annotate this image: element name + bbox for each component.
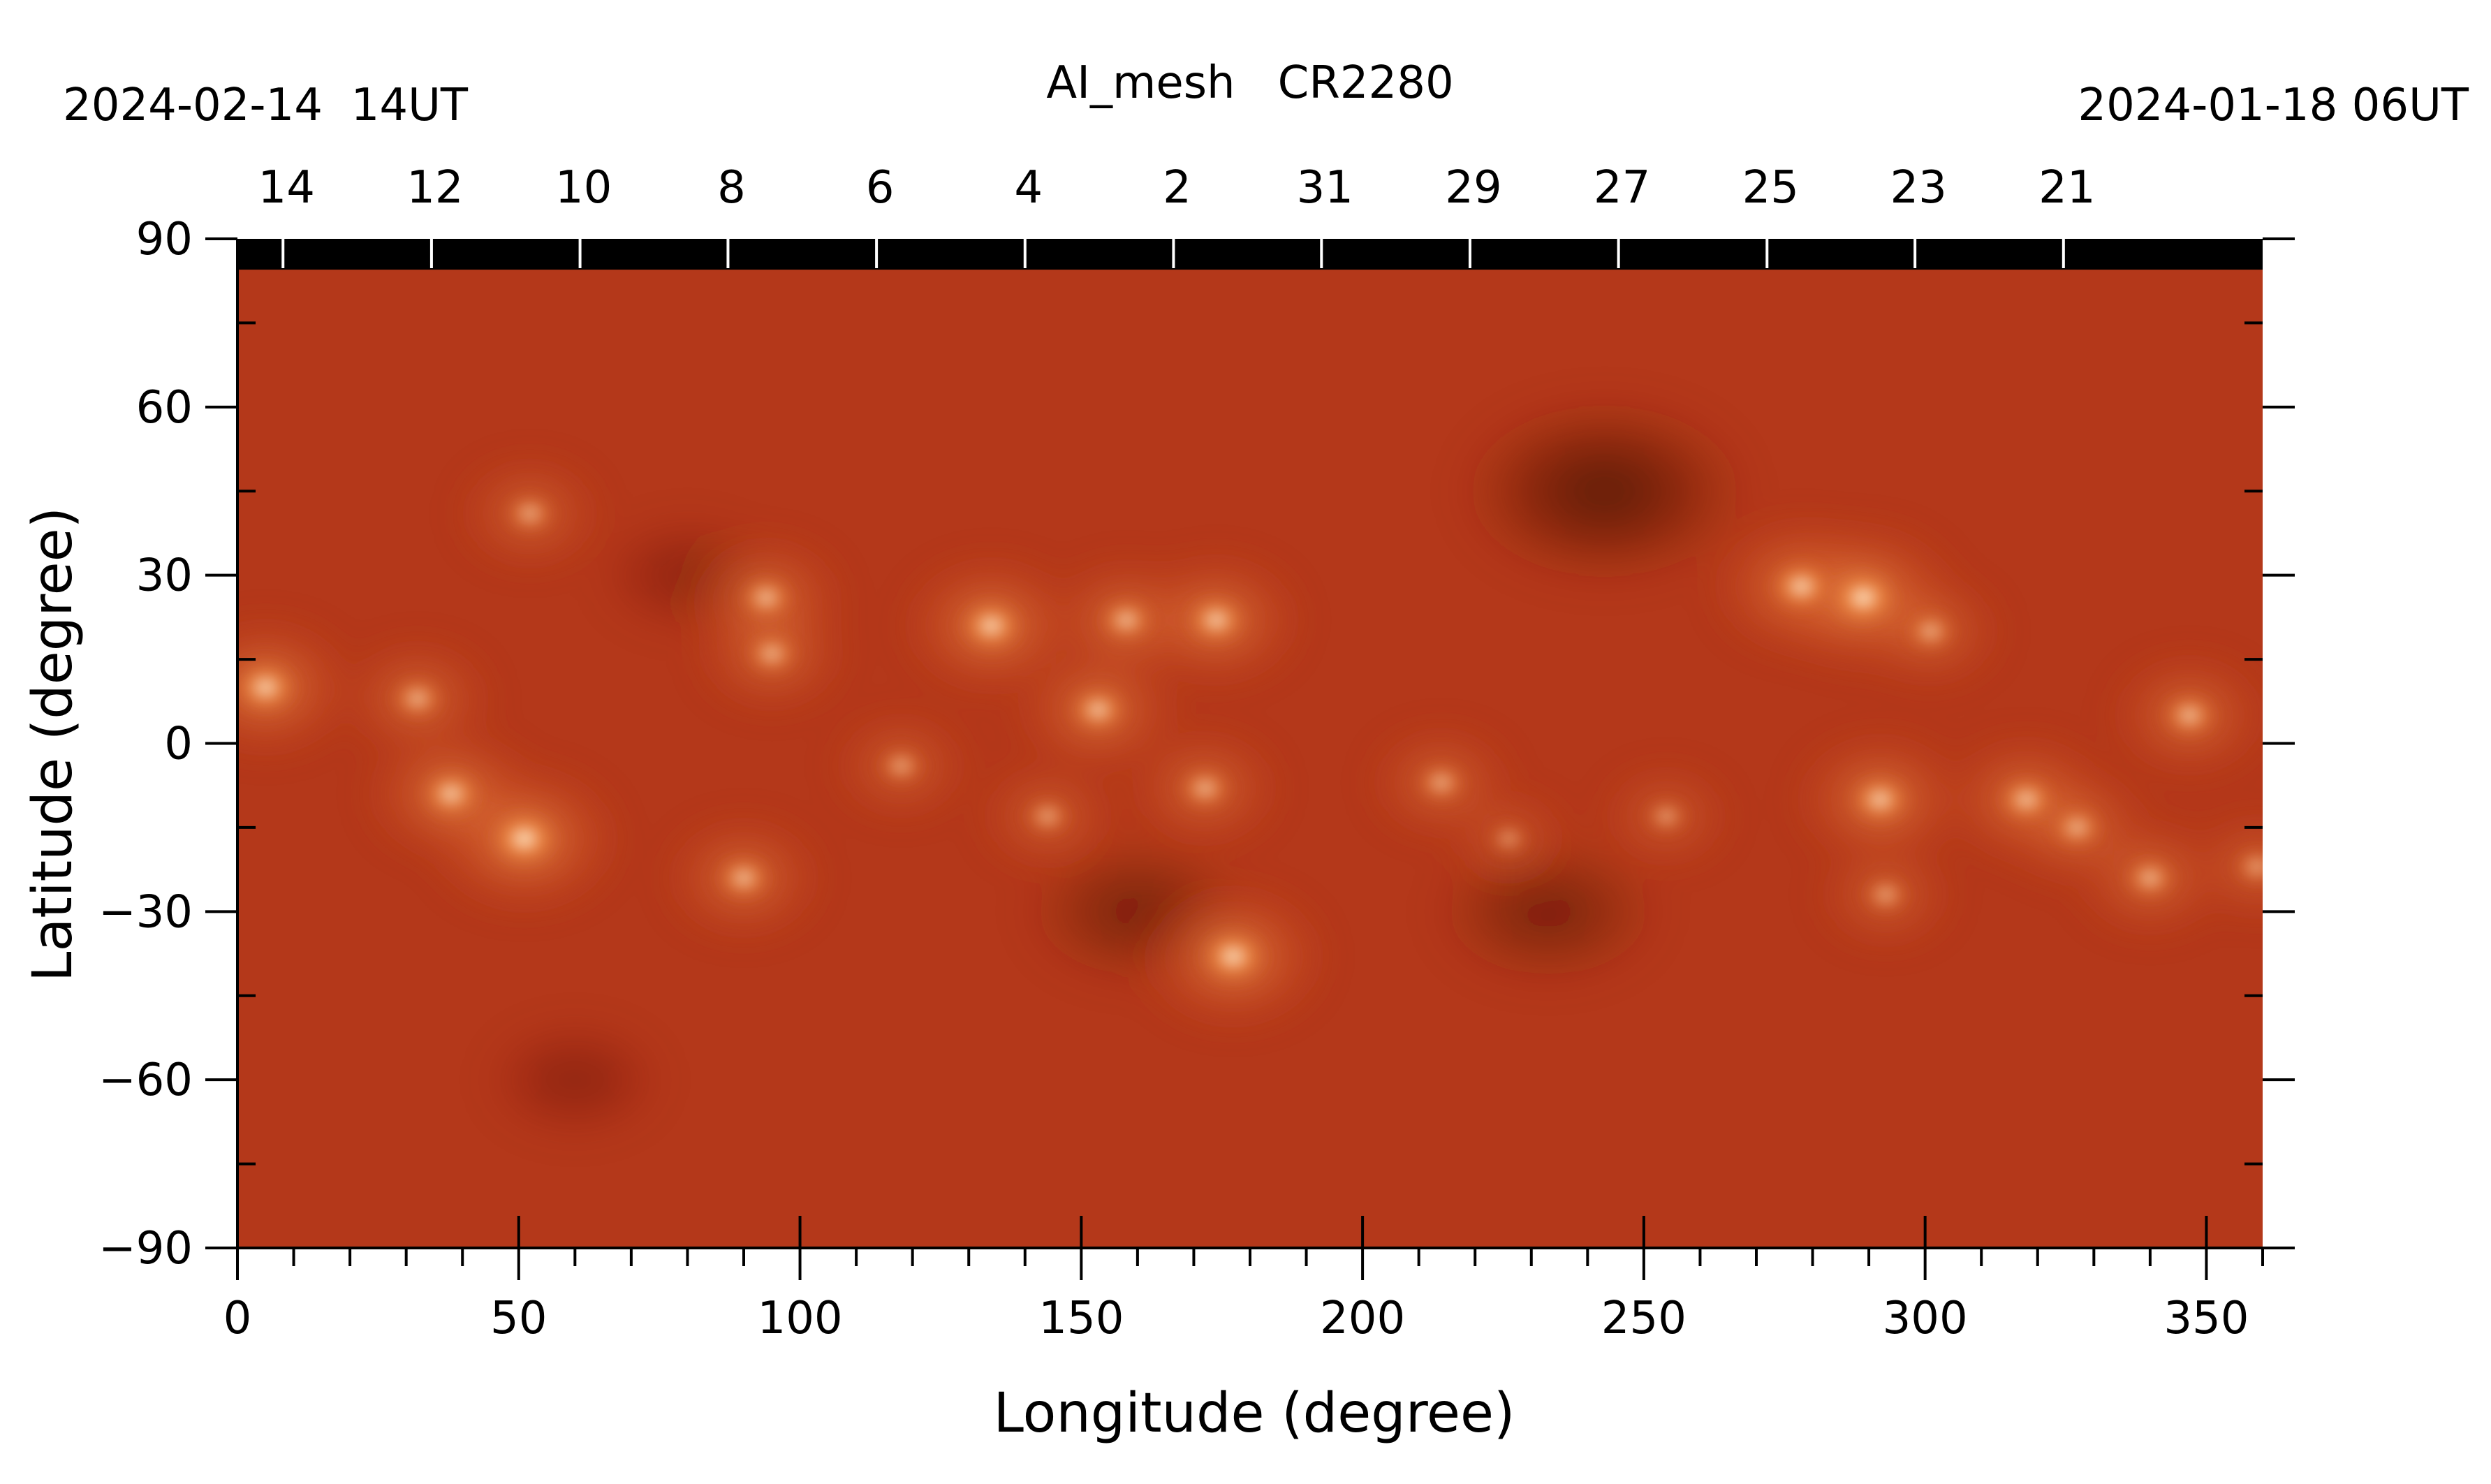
x-tick-label: 250 bbox=[1601, 1293, 1687, 1344]
x-tick-label: 300 bbox=[1883, 1293, 1968, 1344]
top-date-label: 8 bbox=[717, 162, 746, 214]
active-region bbox=[1997, 776, 2056, 823]
active-region bbox=[2050, 806, 2104, 849]
active-region bbox=[1487, 821, 1530, 856]
x-tick-label: 50 bbox=[490, 1293, 547, 1344]
active-region bbox=[2161, 693, 2218, 738]
active-region bbox=[1769, 560, 1834, 612]
y-tick-label: −90 bbox=[98, 1223, 193, 1274]
active-region bbox=[420, 769, 483, 819]
active-region bbox=[1905, 611, 1956, 652]
x-tick-label: 200 bbox=[1320, 1293, 1405, 1344]
active-region bbox=[1416, 762, 1467, 803]
active-region bbox=[489, 810, 560, 867]
active-region bbox=[745, 632, 799, 675]
active-region bbox=[2123, 856, 2177, 899]
active-region-halo bbox=[2188, 815, 2263, 918]
x-tick-label: 150 bbox=[1038, 1293, 1124, 1344]
y-tick-label: −30 bbox=[98, 886, 193, 938]
active-region bbox=[1199, 929, 1267, 984]
top-date-label: 23 bbox=[1890, 162, 1946, 214]
x-tick-label: 100 bbox=[757, 1293, 842, 1344]
y-tick-label: 90 bbox=[136, 214, 193, 265]
start-time-label: 2024-02-14 14UT bbox=[63, 80, 469, 131]
x-axis-title: Longitude (degree) bbox=[994, 1382, 1515, 1445]
dark-region bbox=[483, 1020, 667, 1140]
active-region bbox=[504, 493, 556, 534]
intensity-map bbox=[237, 239, 2263, 1248]
active-region bbox=[1862, 875, 1910, 914]
polar-mask bbox=[237, 239, 2263, 270]
x-tick-label: 0 bbox=[223, 1293, 252, 1344]
active-region bbox=[1643, 798, 1689, 835]
chart-title: AI_mesh CR2280 bbox=[1046, 57, 1453, 109]
active-region bbox=[1068, 686, 1128, 734]
dark-region bbox=[1457, 396, 1752, 587]
active-region bbox=[1828, 569, 1899, 626]
top-date-label: 21 bbox=[2038, 162, 2095, 214]
x-tick-label: 350 bbox=[2163, 1293, 2249, 1344]
top-date-label: 4 bbox=[1014, 162, 1043, 214]
active-region bbox=[237, 661, 298, 714]
top-date-label: 12 bbox=[406, 162, 463, 214]
top-date-label: 29 bbox=[1445, 162, 1501, 214]
active-region bbox=[1849, 774, 1911, 825]
top-date-label: 2 bbox=[1163, 162, 1191, 214]
top-date-label: 31 bbox=[1297, 162, 1353, 214]
top-date-label: 25 bbox=[1742, 162, 1799, 214]
active-region bbox=[715, 855, 772, 901]
top-date-label: 6 bbox=[866, 162, 895, 214]
top-date-label: 10 bbox=[555, 162, 612, 214]
active-region bbox=[959, 599, 1024, 652]
active-region bbox=[1185, 595, 1247, 645]
active-region bbox=[1178, 767, 1232, 810]
end-time-label: 2024-01-18 06UT bbox=[2078, 80, 2469, 131]
active-region bbox=[1098, 597, 1154, 643]
top-date-label: 14 bbox=[258, 162, 315, 214]
y-tick-label: 60 bbox=[136, 382, 193, 434]
y-tick-label: 0 bbox=[164, 719, 193, 770]
active-region bbox=[738, 575, 795, 620]
y-tick-label: 30 bbox=[136, 550, 193, 602]
active-region bbox=[390, 677, 444, 720]
active-region bbox=[2233, 847, 2263, 886]
y-axis-title: Latitude (degree) bbox=[22, 507, 84, 982]
active-region bbox=[877, 747, 925, 785]
y-tick-label: −60 bbox=[98, 1055, 193, 1106]
active-region bbox=[1023, 797, 1072, 836]
top-date-label: 27 bbox=[1594, 162, 1650, 214]
